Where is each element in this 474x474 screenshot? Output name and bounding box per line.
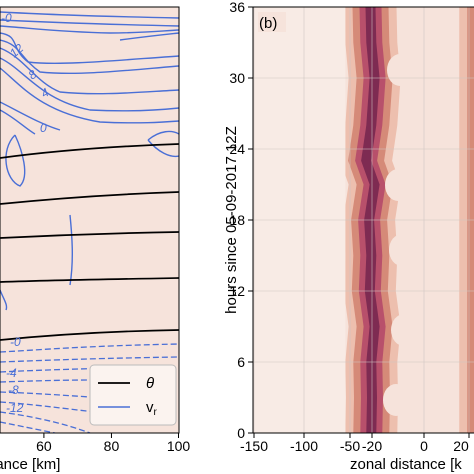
vr-contour	[0, 289, 8, 311]
x-tick-label: -20	[362, 438, 382, 454]
vr-contour	[0, 391, 91, 398]
x-tick-label: 20	[453, 438, 469, 454]
y-tick-label: 36	[229, 0, 245, 15]
vr-contour	[0, 109, 36, 135]
vr-contour	[5, 134, 26, 187]
vr-contour	[0, 25, 179, 34]
low-value-patch	[385, 169, 411, 201]
x-tick-label: -100	[290, 438, 318, 454]
vr-contour	[0, 11, 179, 19]
vr-contour	[119, 32, 179, 41]
vr-contour	[0, 39, 179, 75]
panel-b-label: (b)	[259, 15, 277, 32]
x-tick-label: 60	[36, 438, 52, 454]
y-tick-label: 0	[237, 425, 245, 441]
vr-label: 0	[40, 121, 47, 135]
panel-a-background	[0, 7, 179, 433]
vr-contour	[0, 67, 179, 124]
vr-contour	[69, 214, 74, 286]
vr-label: -12	[6, 401, 24, 415]
vr-label: -4	[6, 366, 17, 380]
panel-b: 0 6 12 18 24 30 36 -150 -100 -50 -20 0 20 (b) hours…	[223, 0, 474, 473]
panel-b-x-label: zonal distance [k	[350, 456, 462, 473]
panel-b-label-bg	[258, 12, 286, 32]
theta-line	[0, 231, 179, 239]
legend-vr-label: vr	[146, 399, 158, 418]
y-tick-label: 18	[229, 212, 245, 228]
vr-contour	[0, 57, 179, 112]
vr-contour	[0, 19, 179, 27]
legend-theta-label: θ	[146, 375, 154, 392]
vr-contour	[0, 379, 96, 383]
x-tick-label: -150	[240, 438, 268, 454]
theta-line	[0, 277, 179, 283]
vr-label: -0	[10, 335, 21, 349]
vr-label: -0	[1, 11, 12, 25]
vr-contour	[0, 32, 179, 65]
legend-box	[89, 364, 177, 426]
vr-contour	[0, 356, 179, 363]
vr-contour	[0, 401, 96, 413]
panel-b-y-ticks: 0 6 12 18 24 30 36	[229, 0, 253, 441]
theta-line	[0, 143, 179, 159]
vr-contour	[0, 101, 61, 131]
y-tick-label: 24	[229, 141, 245, 157]
y-tick-label: 12	[229, 283, 245, 299]
low-value-patch	[391, 314, 417, 346]
x-tick-label: 80	[104, 438, 120, 454]
low-value-patch	[387, 54, 413, 86]
vr-contour	[0, 411, 91, 433]
panel-a-plot-area: -0 12 8 4 0 -0 -4 -8 -12 θ vr	[0, 11, 179, 433]
panel-b-y-label: hours since 05-09-2017 12Z	[223, 126, 240, 314]
legend: θ vr	[89, 364, 177, 426]
low-value-patch	[383, 384, 409, 416]
vr-positive-contours	[0, 11, 179, 311]
theta-lines	[0, 143, 179, 341]
vr-contour	[0, 47, 179, 95]
vr-contour	[0, 343, 179, 353]
panel-b-x-ticks: -150 -100 -50 -20 0 20	[240, 433, 470, 454]
vr-label: -8	[8, 383, 19, 397]
panel-a-x-label: distance [km]	[0, 456, 60, 473]
y-tick-label: 6	[237, 354, 245, 370]
vr-contour	[147, 130, 179, 158]
x-tick-label: 0	[420, 438, 428, 454]
panel-a-frame	[0, 6, 180, 434]
low-value-patch	[389, 234, 415, 266]
theta-line	[0, 329, 179, 341]
x-tick-label: -50	[340, 438, 360, 454]
panel-a-x-ticks: 60 80 100	[36, 433, 190, 454]
theta-line	[0, 191, 179, 205]
vr-contour	[0, 421, 56, 433]
panel-a: -0 12 8 4 0 -0 -4 -8 -12 θ vr 60 80 100 di…	[0, 6, 190, 473]
y-tick-label: 30	[229, 70, 245, 86]
x-tick-label: 100	[167, 438, 191, 454]
